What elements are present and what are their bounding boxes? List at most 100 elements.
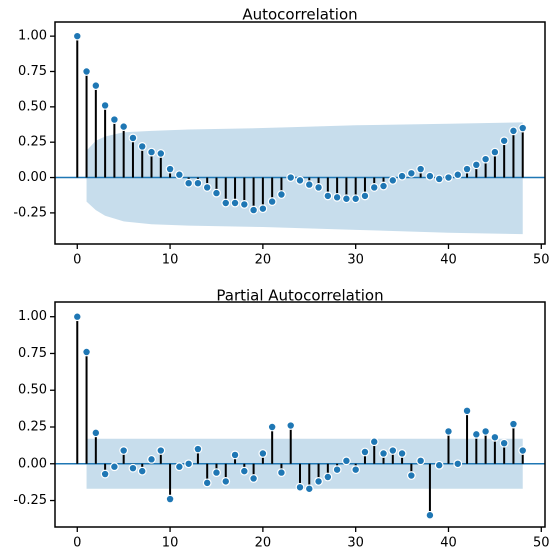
marker [193, 178, 203, 188]
marker [342, 456, 351, 466]
marker [212, 468, 221, 477]
marker [481, 427, 491, 436]
marker [91, 428, 101, 438]
marker [119, 446, 129, 455]
x-tick-label: 40 [440, 253, 457, 268]
y-tick-label: -0.25 [13, 205, 47, 220]
marker [379, 181, 388, 191]
x-tick-label: 50 [533, 536, 550, 551]
marker [230, 450, 240, 460]
y-tick-label: 0.50 [18, 383, 47, 398]
y-tick-label: 0.75 [18, 346, 47, 361]
marker [82, 67, 91, 76]
marker [434, 460, 444, 470]
y-tick-label: 0.75 [18, 64, 47, 79]
marker [156, 446, 166, 455]
marker [193, 444, 203, 454]
y-tick-label: 0.50 [18, 99, 47, 114]
x-tick-label: 50 [533, 253, 550, 268]
y-tick-label: 0.00 [18, 170, 47, 185]
marker [360, 191, 370, 201]
marker [128, 463, 138, 473]
marker [295, 175, 305, 185]
axes-frame [54, 301, 546, 528]
marker [453, 170, 463, 180]
x-tick-label: 10 [162, 253, 179, 268]
marker [286, 421, 296, 430]
x-tick-label: 0 [73, 253, 81, 268]
marker [509, 126, 518, 136]
marker [239, 466, 249, 476]
marker [221, 477, 231, 486]
marker [91, 81, 101, 91]
subplot-title: Autocorrelation [242, 6, 357, 24]
marker [379, 449, 388, 458]
y-tick-label: -0.25 [13, 493, 47, 508]
marker [397, 171, 407, 181]
marker [323, 472, 333, 482]
marker [165, 164, 175, 174]
marker [119, 122, 129, 132]
marker [369, 183, 379, 192]
marker [351, 194, 361, 204]
marker [444, 427, 453, 436]
y-tick-label: 0.00 [18, 456, 47, 471]
marker [499, 438, 509, 448]
marker [434, 174, 444, 184]
marker [295, 482, 305, 492]
marker [462, 164, 472, 174]
marker [314, 477, 323, 486]
marker [72, 312, 82, 322]
marker [184, 459, 194, 469]
x-tick-label: 40 [440, 536, 457, 551]
x-tick-label: 20 [255, 536, 272, 551]
marker [416, 456, 426, 466]
marker [509, 419, 518, 429]
x-tick-label: 30 [347, 536, 364, 551]
marker [202, 478, 212, 488]
marker [72, 31, 82, 41]
marker [351, 465, 361, 475]
marker [471, 429, 481, 439]
marker [267, 197, 277, 206]
marker [137, 142, 147, 151]
marker [165, 494, 175, 504]
subplot-title: Partial Autocorrelation [216, 287, 383, 305]
marker [304, 180, 314, 190]
x-tick-label: 0 [73, 536, 81, 551]
marker [258, 204, 268, 214]
y-tick-label: 0.25 [18, 420, 47, 435]
marker [230, 198, 240, 208]
marker [388, 446, 398, 455]
marker [277, 468, 286, 477]
subplot: Autocorrelation -0.25 0.00 0.25 0.50 0.75 1.00… [13, 6, 549, 268]
marker [406, 168, 416, 178]
marker [342, 194, 351, 204]
marker [471, 160, 481, 170]
marker [100, 469, 110, 479]
marker [184, 178, 194, 188]
marker [258, 449, 268, 458]
marker [221, 198, 231, 208]
marker [137, 466, 147, 476]
marker [462, 406, 472, 416]
marker [332, 192, 342, 202]
marker [249, 474, 258, 483]
x-tick-label: 20 [255, 253, 272, 268]
marker [147, 147, 156, 157]
marker [109, 462, 119, 472]
marker [147, 454, 156, 464]
marker [425, 171, 435, 181]
marker [156, 149, 166, 158]
y-tick-label: 1.00 [18, 309, 47, 324]
marker [453, 459, 463, 469]
marker [82, 347, 91, 357]
marker [369, 437, 379, 447]
marker [267, 422, 277, 432]
marker [314, 183, 323, 192]
marker [388, 175, 398, 185]
marker [286, 173, 296, 182]
marker [360, 447, 370, 457]
